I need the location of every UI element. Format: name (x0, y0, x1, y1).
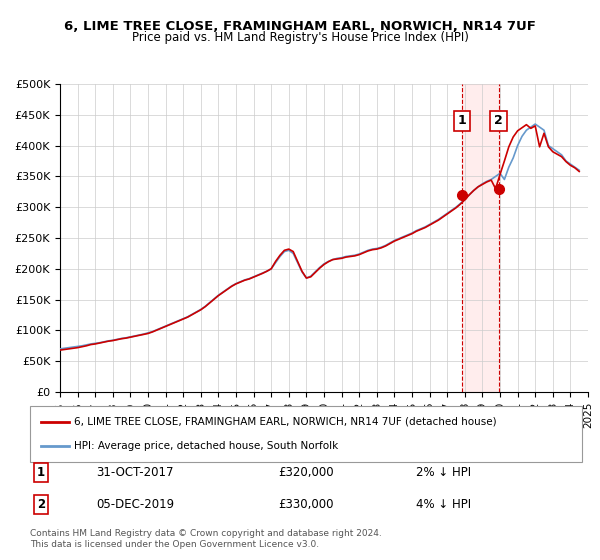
Text: 1: 1 (457, 114, 466, 128)
FancyBboxPatch shape (30, 406, 582, 462)
Text: 2% ↓ HPI: 2% ↓ HPI (416, 465, 472, 479)
Text: 6, LIME TREE CLOSE, FRAMINGHAM EARL, NORWICH, NR14 7UF (detached house): 6, LIME TREE CLOSE, FRAMINGHAM EARL, NOR… (74, 417, 497, 427)
Text: £320,000: £320,000 (278, 465, 334, 479)
Text: £330,000: £330,000 (278, 498, 334, 511)
Text: 31-OCT-2017: 31-OCT-2017 (96, 465, 174, 479)
Text: 4% ↓ HPI: 4% ↓ HPI (416, 498, 472, 511)
Text: 2: 2 (494, 114, 503, 128)
Text: 2: 2 (37, 498, 45, 511)
Bar (462, 84, 499, 392)
Text: 1: 1 (37, 465, 45, 479)
Text: Price paid vs. HM Land Registry's House Price Index (HPI): Price paid vs. HM Land Registry's House … (131, 31, 469, 44)
Text: 6, LIME TREE CLOSE, FRAMINGHAM EARL, NORWICH, NR14 7UF: 6, LIME TREE CLOSE, FRAMINGHAM EARL, NOR… (64, 20, 536, 32)
Text: Contains HM Land Registry data © Crown copyright and database right 2024.
This d: Contains HM Land Registry data © Crown c… (30, 529, 382, 549)
Text: 05-DEC-2019: 05-DEC-2019 (96, 498, 175, 511)
Text: HPI: Average price, detached house, South Norfolk: HPI: Average price, detached house, Sout… (74, 441, 338, 451)
